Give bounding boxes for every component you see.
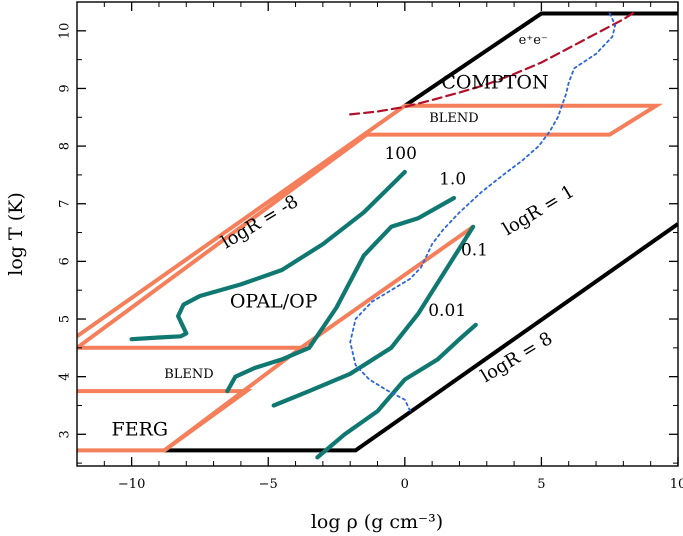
x-tick-label: −5 <box>259 477 278 492</box>
series-e-e-pair-line <box>349 9 639 116</box>
x-tick-label: 0 <box>401 477 409 492</box>
compton-label: COMPTON <box>441 71 548 93</box>
y-tick-label: 6 <box>58 257 73 265</box>
outer-boundary <box>164 222 678 453</box>
y-tick-label: 7 <box>58 200 73 208</box>
x-axis-label: log ρ (g cm⁻³) <box>311 511 443 533</box>
plot-layer <box>77 9 678 460</box>
series-logr-0-01 <box>315 322 478 460</box>
y-tick-label: 5 <box>58 315 73 323</box>
logr-1-label: logR = 1 <box>499 181 578 240</box>
track-label-001: 0.01 <box>428 301 466 321</box>
opal-op-label: OPAL/OP <box>230 290 318 312</box>
blend-upper-label: BLEND <box>429 111 478 126</box>
logr-minus8-label: logR = -8 <box>218 191 302 253</box>
y-tick-label: 9 <box>58 84 73 92</box>
ferg-label: FERG <box>112 418 169 440</box>
annotation-layer: COMPTON e⁺e⁻ BLEND BLEND OPAL/OP FERG 100 1.0 0.… <box>112 33 579 440</box>
y-tick-label: 3 <box>58 430 73 438</box>
track-label-1: 1.0 <box>439 170 466 190</box>
opal-op-region <box>77 103 664 350</box>
pair-label: e⁺e⁻ <box>519 33 548 48</box>
x-tick-label: 5 <box>537 477 545 492</box>
ferg-blend-region <box>77 225 475 350</box>
track-label-100: 100 <box>384 144 416 164</box>
y-axis-label: log T (K) <box>5 192 27 275</box>
x-tick-label: 10 <box>670 477 683 492</box>
series-logr-1-0 <box>225 195 457 394</box>
mid-region-edge <box>163 346 303 452</box>
series-logr-0-1 <box>271 224 476 408</box>
blend-lower-label: BLEND <box>164 367 213 382</box>
track-label-01: 0.1 <box>461 241 488 261</box>
y-tick-label: 10 <box>58 23 73 40</box>
y-tick-label: 8 <box>58 142 73 150</box>
plot-frame <box>76 1 679 467</box>
y-tick-label: 4 <box>58 373 73 381</box>
tick-layer: −10 −5 0 5 10 3 4 5 6 7 8 9 10 <box>58 1 683 492</box>
x-tick-label: −10 <box>118 477 145 492</box>
series-dotted-track <box>349 12 617 413</box>
series-logr-100 <box>129 169 407 342</box>
